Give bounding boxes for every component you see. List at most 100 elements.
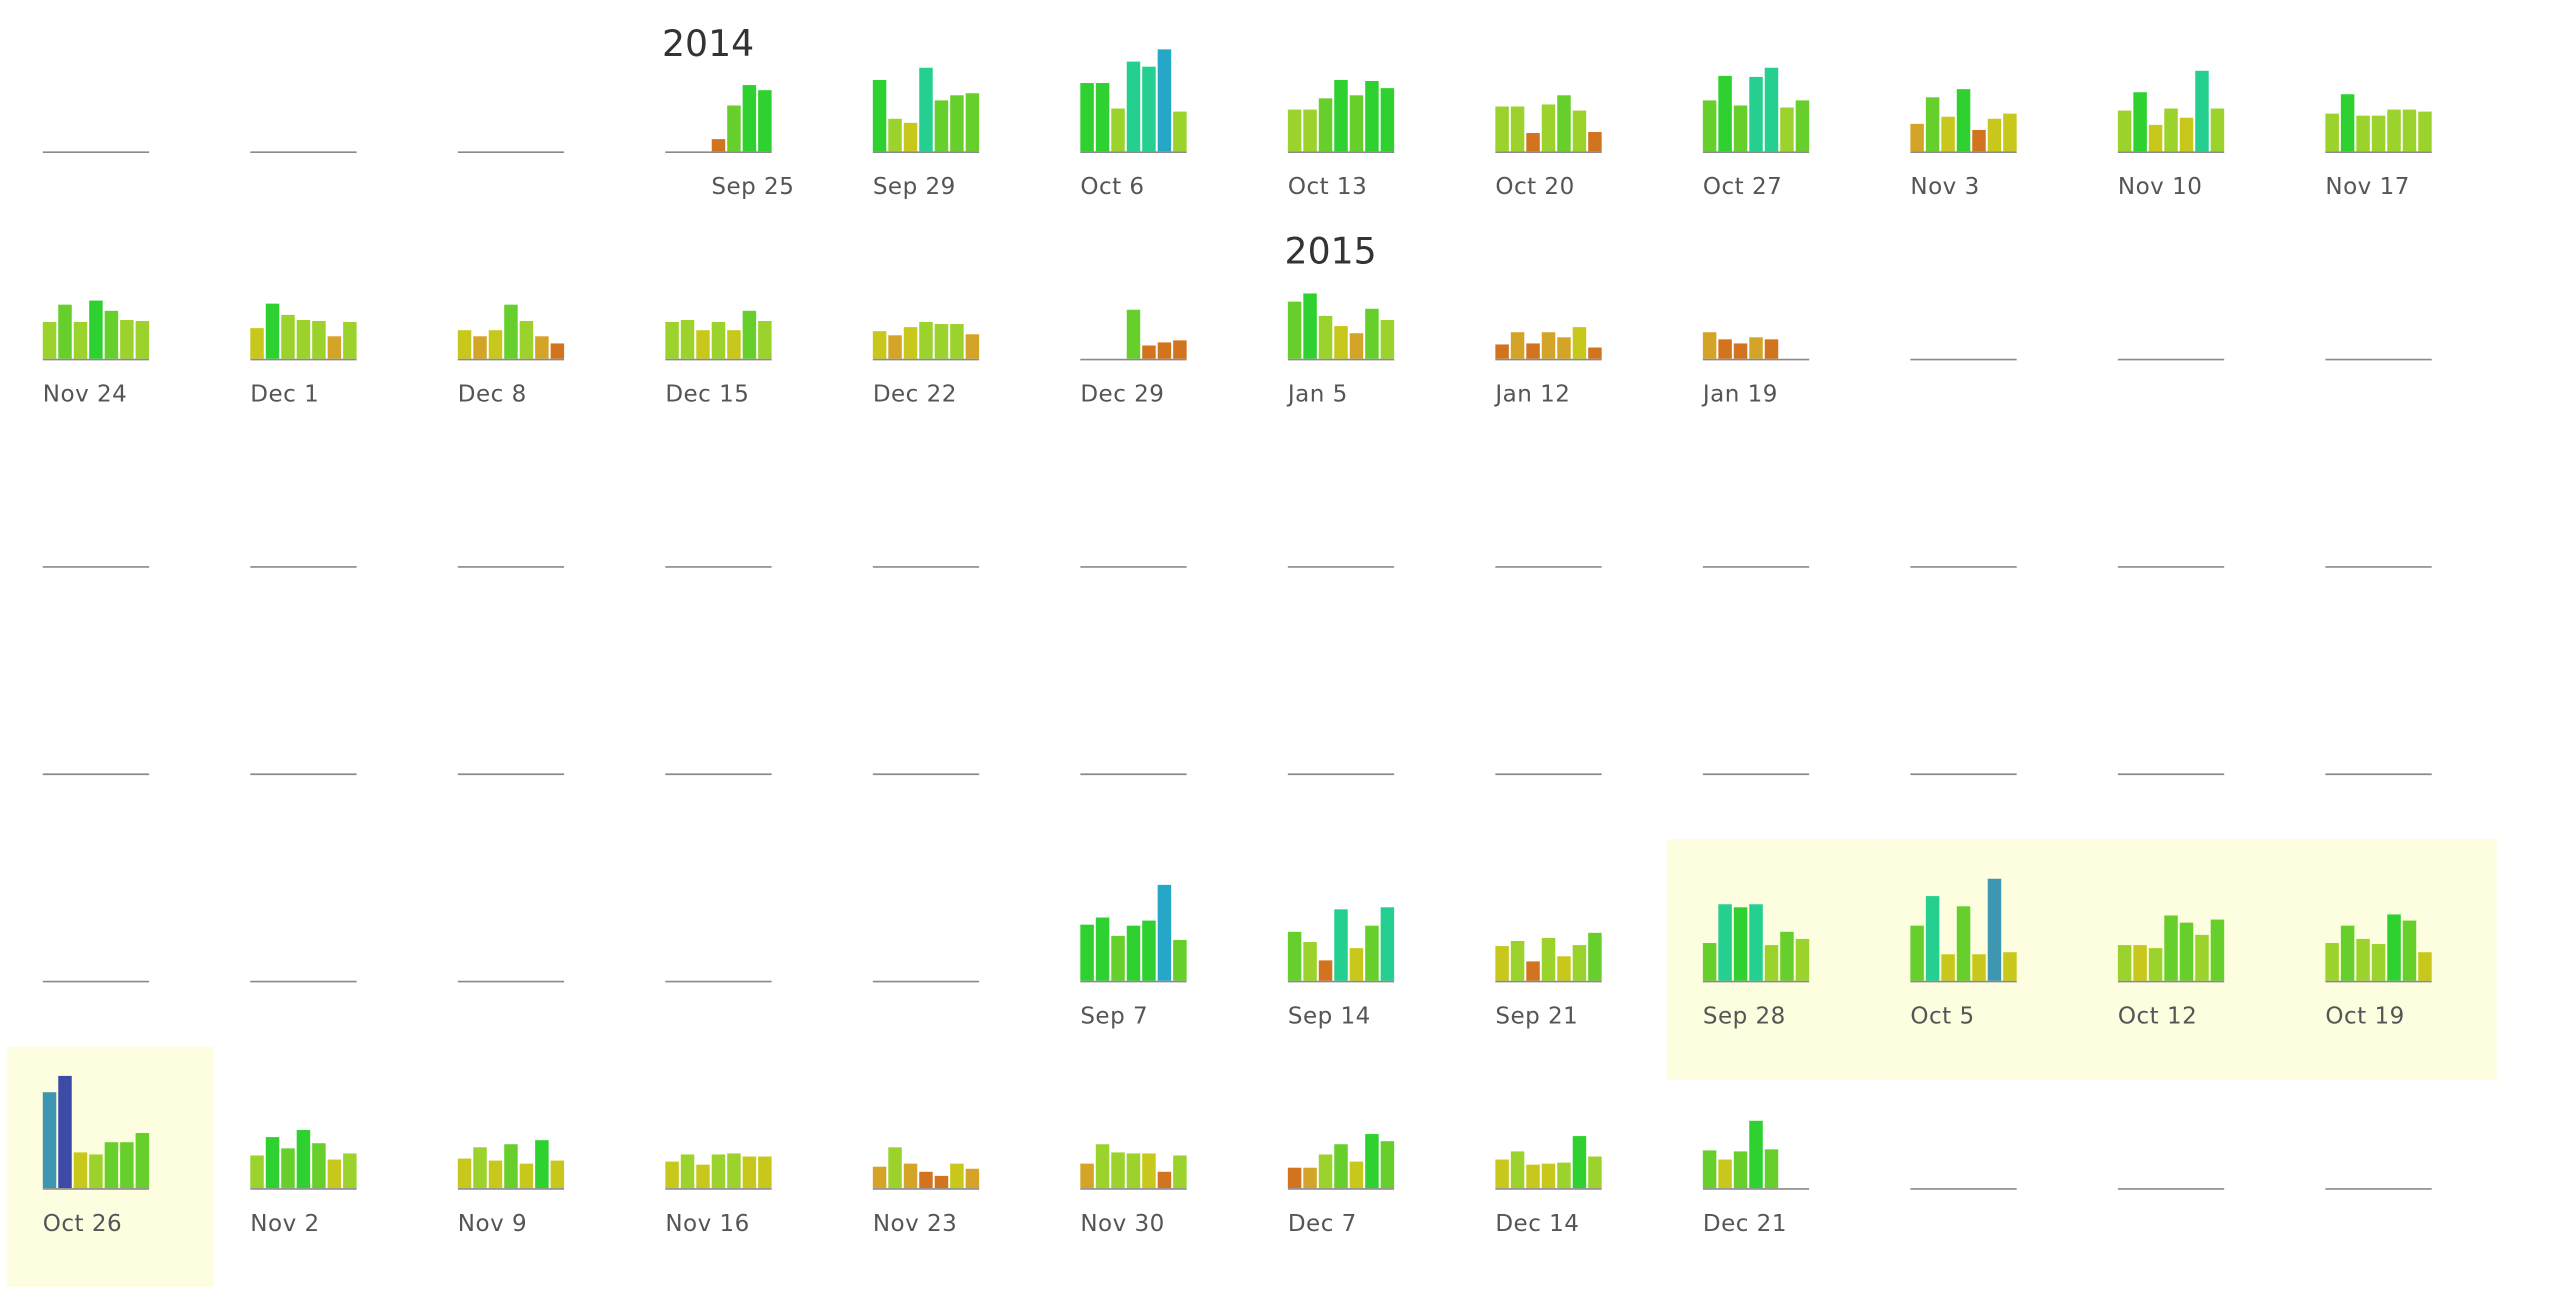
day-bar [73, 322, 88, 359]
day-bar [281, 1148, 295, 1189]
day-bar [1095, 83, 1110, 152]
day-bar [104, 1142, 119, 1189]
week-label: Sep 21 [1495, 1004, 1578, 1030]
day-bar [1142, 345, 1156, 359]
week-label: Nov 9 [458, 1211, 527, 1237]
day-bar [1780, 931, 1794, 981]
day-bar [504, 304, 518, 359]
day-bar [1095, 1144, 1110, 1189]
day-bar [135, 320, 150, 359]
day-bar [488, 330, 503, 359]
day-bar [2148, 124, 2163, 152]
day-bar [1334, 909, 1348, 981]
day-bar [903, 327, 918, 359]
day-bar [903, 1163, 918, 1189]
day-bar [888, 335, 902, 359]
day-bar [2356, 938, 2370, 981]
day-bar [1557, 95, 1571, 152]
day-bar [1510, 106, 1525, 152]
day-bar [1541, 937, 1556, 981]
day-bar [934, 324, 949, 359]
day-bar [1541, 1163, 1556, 1189]
day-bar [1733, 105, 1748, 152]
day-bar [1795, 100, 1810, 152]
day-bar [1334, 326, 1348, 359]
day-bar [1365, 925, 1379, 981]
day-bar [1780, 107, 1794, 152]
day-bar [519, 320, 534, 359]
day-bar [1380, 1141, 1395, 1189]
day-bar [1588, 1156, 1602, 1189]
day-bar [872, 1166, 887, 1189]
week-label: Oct 27 [1703, 174, 1782, 200]
day-bar [2387, 109, 2401, 152]
week-label: Sep 7 [1080, 1004, 1148, 1030]
day-bar [1572, 327, 1587, 359]
day-bar [1764, 339, 1779, 359]
day-bar [1941, 954, 1955, 981]
day-bar [535, 336, 549, 359]
day-bar [1588, 932, 1602, 981]
day-bar [727, 330, 741, 359]
day-bar [742, 310, 757, 359]
day-bar [120, 1142, 134, 1189]
day-bar [965, 334, 980, 359]
day-bar [1526, 961, 1540, 981]
day-bar [1557, 956, 1571, 981]
day-bar [1349, 333, 1364, 359]
day-bar [2210, 108, 2225, 152]
day-bar [2003, 952, 2017, 981]
day-bar [1749, 1120, 1763, 1189]
day-bar [1349, 95, 1364, 152]
day-bar [1157, 342, 1172, 359]
day-bar [872, 79, 887, 152]
week-label: Nov 30 [1080, 1211, 1164, 1237]
day-bar [535, 1140, 549, 1189]
day-bar [1925, 896, 1940, 981]
day-bar [473, 1147, 487, 1189]
day-bar [1557, 1162, 1571, 1189]
day-bar [2133, 92, 2147, 152]
day-bar [1733, 907, 1748, 981]
day-bar [1157, 884, 1172, 981]
day-bar [2164, 108, 2178, 152]
day-bar [2371, 944, 2386, 981]
day-bar [1334, 79, 1348, 152]
day-bar [2133, 945, 2147, 981]
day-bar [2164, 915, 2178, 981]
day-bar [2325, 943, 2339, 981]
day-bar [2195, 934, 2209, 981]
day-bar [327, 1159, 342, 1189]
day-bar [1303, 1167, 1317, 1189]
day-bar [1173, 939, 1187, 981]
day-bar [1526, 1164, 1540, 1189]
day-bar [758, 320, 772, 359]
day-bar [1318, 1154, 1333, 1189]
day-bar [550, 343, 565, 359]
day-bar [1173, 111, 1187, 152]
day-bar [1287, 301, 1302, 359]
day-bar [1349, 1161, 1364, 1189]
day-bar [696, 1164, 710, 1189]
day-bar [2148, 948, 2163, 981]
day-bar [888, 1147, 902, 1189]
day-bar [1557, 337, 1571, 359]
week-label: Dec 1 [250, 382, 319, 408]
day-bar [934, 100, 949, 152]
day-bar [1111, 935, 1125, 981]
day-bar [1925, 97, 1940, 152]
day-bar [1365, 80, 1379, 152]
day-bar [1541, 104, 1556, 152]
day-bar [1126, 61, 1141, 152]
day-bar [1349, 948, 1364, 981]
day-bar [1303, 109, 1317, 152]
day-bar [73, 1152, 88, 1189]
day-bar [343, 322, 357, 359]
day-bar [1588, 347, 1602, 359]
day-bar [58, 304, 72, 359]
day-bar [42, 1092, 57, 1189]
day-bar [950, 324, 964, 359]
day-bar [327, 336, 342, 359]
day-bar [1718, 904, 1732, 981]
